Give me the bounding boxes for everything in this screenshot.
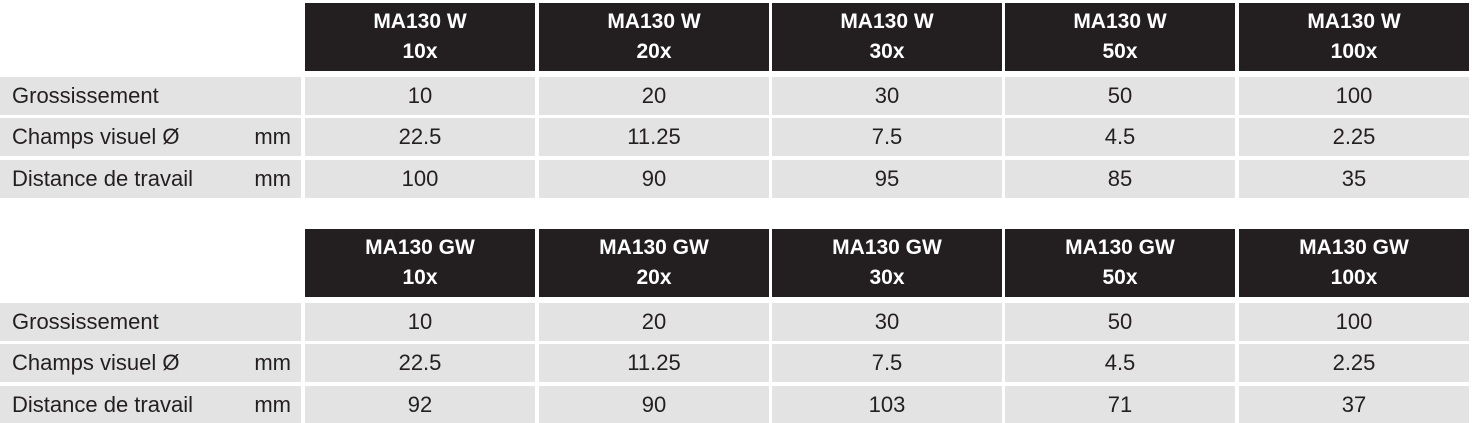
header-line: MA130 GW (365, 236, 475, 259)
value-cell: 85 (1005, 160, 1235, 198)
column-header: MA130 GW 50x (1005, 229, 1235, 297)
value-cell: 71 (1005, 386, 1235, 423)
row-label: Grossissement (0, 77, 301, 115)
row-label: Grossissement (0, 303, 301, 341)
label-text: Distance de travail (12, 166, 193, 191)
label-text: Champs visuel Ø (12, 350, 180, 375)
header-line: 30x (869, 266, 905, 289)
value-cell: 10 (305, 77, 535, 115)
value-cell: 103 (772, 386, 1002, 423)
value-cell: 4.5 (1005, 118, 1235, 156)
column-header: MA130 W 100x (1239, 3, 1469, 71)
value-cell: 7.5 (772, 344, 1002, 382)
header-line: MA130 W (1307, 10, 1401, 33)
value-cell: 2.25 (1239, 118, 1469, 156)
header-line: MA130 GW (1299, 236, 1409, 259)
value-cell: 35 (1239, 160, 1469, 198)
header-line: MA130 GW (832, 236, 942, 259)
value-cell: 92 (305, 386, 535, 423)
header-line: MA130 W (607, 10, 701, 33)
header-line: 50x (1102, 40, 1138, 63)
unit: mm (254, 350, 291, 375)
column-header: MA130 W 20x (539, 3, 769, 71)
column-header: MA130 GW 30x (772, 229, 1002, 297)
column-header: MA130 GW 100x (1239, 229, 1469, 297)
unit: mm (254, 124, 291, 149)
value-cell: 20 (539, 303, 769, 341)
label-text: Champs visuel Ø (12, 124, 180, 149)
value-cell: 7.5 (772, 118, 1002, 156)
header-line: 10x (402, 40, 438, 63)
header-line: 20x (636, 266, 672, 289)
label-text: Grossissement (12, 83, 159, 108)
value-cell: 2.25 (1239, 344, 1469, 382)
column-header: MA130 W 30x (772, 3, 1002, 71)
value-cell: 50 (1005, 77, 1235, 115)
header-line: 50x (1102, 266, 1138, 289)
value-cell: 90 (539, 386, 769, 423)
header-line: MA130 W (840, 10, 934, 33)
label-text: Grossissement (12, 309, 159, 334)
header-line: MA130 W (373, 10, 467, 33)
header-line: 30x (869, 40, 905, 63)
value-cell: 50 (1005, 303, 1235, 341)
value-cell: 37 (1239, 386, 1469, 423)
value-cell: 11.25 (539, 118, 769, 156)
value-cell: 30 (772, 303, 1002, 341)
value-cell: 10 (305, 303, 535, 341)
label-text: Distance de travail (12, 392, 193, 417)
column-header: MA130 GW 10x (305, 229, 535, 297)
header-line: 10x (402, 266, 438, 289)
value-cell: 30 (772, 77, 1002, 115)
value-cell: 100 (305, 160, 535, 198)
column-header: MA130 GW 20x (539, 229, 769, 297)
value-cell: 100 (1239, 303, 1469, 341)
value-cell: 22.5 (305, 344, 535, 382)
value-cell: 100 (1239, 77, 1469, 115)
value-cell: 90 (539, 160, 769, 198)
value-cell: 11.25 (539, 344, 769, 382)
row-label: Champs visuel Ø mm (0, 344, 301, 382)
unit: mm (254, 392, 291, 417)
header-line: MA130 GW (599, 236, 709, 259)
row-label: Champs visuel Ø mm (0, 118, 301, 156)
header-line: 100x (1330, 266, 1378, 289)
header-line: MA130 W (1073, 10, 1167, 33)
row-label: Distance de travail mm (0, 386, 301, 423)
value-cell: 95 (772, 160, 1002, 198)
unit: mm (254, 166, 291, 191)
column-header: MA130 W 10x (305, 3, 535, 71)
value-cell: 22.5 (305, 118, 535, 156)
header-line: 100x (1330, 40, 1378, 63)
value-cell: 20 (539, 77, 769, 115)
header-line: 20x (636, 40, 672, 63)
row-label: Distance de travail mm (0, 160, 301, 198)
header-line: MA130 GW (1065, 236, 1175, 259)
column-header: MA130 W 50x (1005, 3, 1235, 71)
value-cell: 4.5 (1005, 344, 1235, 382)
